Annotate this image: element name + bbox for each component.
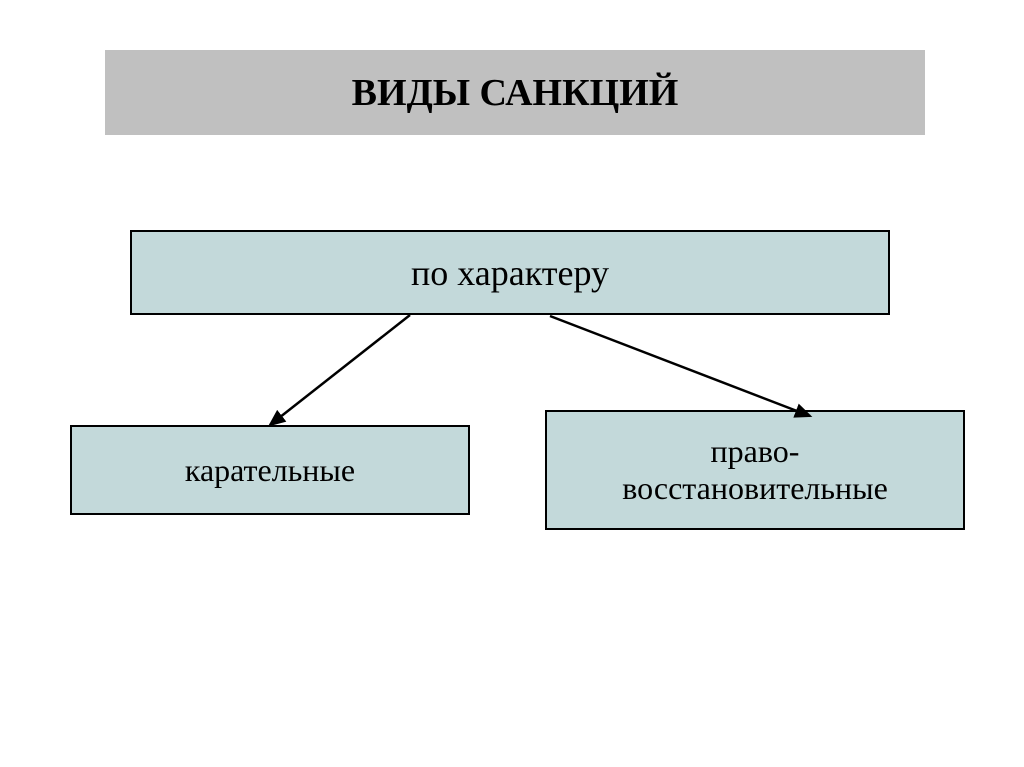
node-root: по характеру: [130, 230, 890, 315]
node-right: право-восстановительные: [545, 410, 965, 530]
diagram-title-bar: ВИДЫ САНКЦИЙ: [105, 50, 925, 135]
edge-root-to-right: [550, 316, 810, 416]
edge-root-to-left: [270, 315, 410, 425]
node-root-label: по характеру: [411, 252, 609, 294]
diagram-title-text: ВИДЫ САНКЦИЙ: [352, 71, 679, 115]
node-right-label: право-восстановительные: [622, 433, 888, 507]
node-left-label: карательные: [185, 452, 355, 489]
node-left: карательные: [70, 425, 470, 515]
